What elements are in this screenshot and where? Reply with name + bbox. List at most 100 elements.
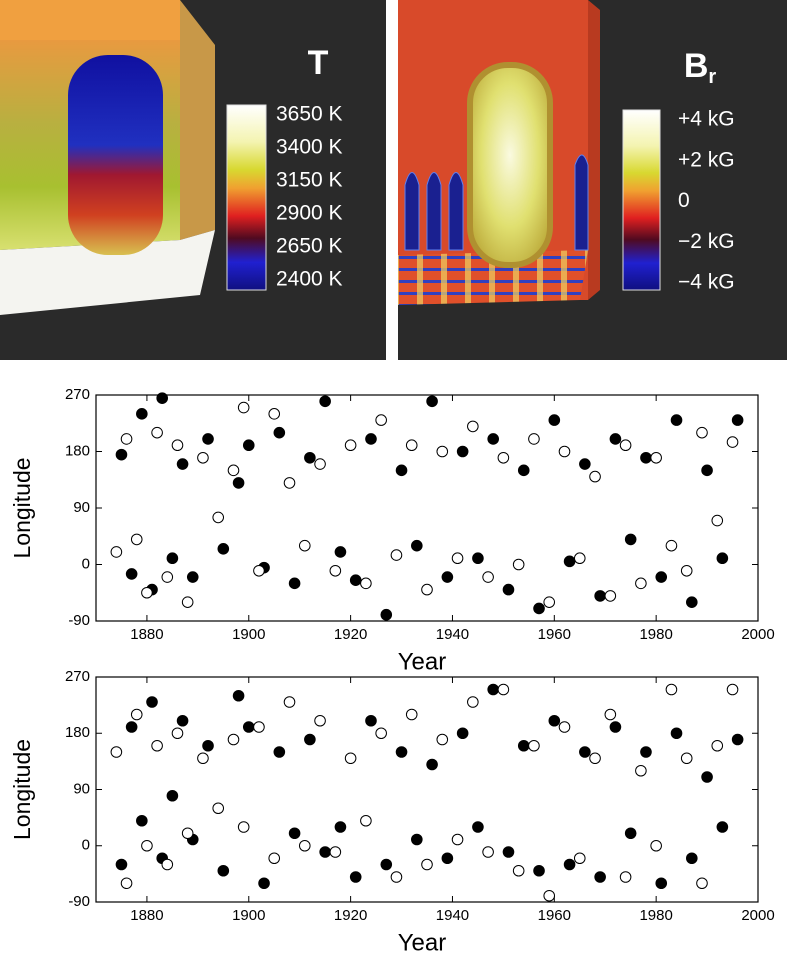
top-face xyxy=(0,0,180,40)
point xyxy=(655,877,668,890)
point xyxy=(136,408,148,420)
x-axis-label: Year xyxy=(398,929,447,956)
y-tick-label: 0 xyxy=(82,555,90,572)
panel-title: Br xyxy=(684,47,717,88)
point xyxy=(202,739,214,752)
point xyxy=(579,458,591,470)
point xyxy=(441,852,454,865)
floor xyxy=(0,230,215,315)
point xyxy=(421,858,433,871)
point xyxy=(512,864,525,877)
point xyxy=(217,864,230,877)
point xyxy=(242,439,255,452)
point xyxy=(558,721,571,733)
point xyxy=(283,696,296,708)
y-tick-label: 180 xyxy=(65,724,90,741)
point xyxy=(319,395,331,408)
x-tick-label: 2000 xyxy=(741,626,774,643)
point xyxy=(436,445,449,458)
x-tick-label: 1900 xyxy=(232,626,265,643)
point xyxy=(502,583,515,596)
point xyxy=(594,871,606,883)
point xyxy=(456,727,469,740)
point xyxy=(609,721,622,733)
point xyxy=(635,764,647,777)
point xyxy=(517,464,530,477)
point xyxy=(232,689,245,702)
point xyxy=(242,721,255,733)
colorbar-label: +4 kG xyxy=(678,108,735,131)
point xyxy=(395,746,408,758)
point xyxy=(304,451,316,464)
point xyxy=(186,571,199,583)
point xyxy=(141,839,153,852)
x-tick-label: 1920 xyxy=(334,907,367,924)
point xyxy=(696,877,708,890)
point xyxy=(528,433,540,445)
point xyxy=(253,564,265,577)
point xyxy=(589,470,601,483)
point xyxy=(411,539,423,552)
colorbar-label: 2900 K xyxy=(276,202,343,225)
point xyxy=(619,439,632,452)
point xyxy=(670,414,683,426)
point xyxy=(166,552,179,565)
point xyxy=(497,451,510,464)
point xyxy=(395,464,408,477)
point xyxy=(619,871,632,883)
point xyxy=(283,477,296,489)
colorbar-label: −2 kG xyxy=(678,230,735,253)
point xyxy=(512,558,525,571)
point xyxy=(670,727,683,740)
point xyxy=(426,758,438,771)
point xyxy=(166,789,179,802)
point xyxy=(726,436,739,448)
point xyxy=(349,574,362,586)
point xyxy=(558,445,571,458)
point xyxy=(390,871,403,883)
point xyxy=(110,546,123,558)
point xyxy=(298,539,311,552)
point xyxy=(731,414,744,426)
x-tick-label: 1980 xyxy=(639,907,672,924)
point xyxy=(156,392,168,404)
point xyxy=(726,683,739,696)
point xyxy=(344,752,357,765)
x-tick-label: 1980 xyxy=(639,626,672,643)
x-tick-label: 1880 xyxy=(130,907,163,924)
point xyxy=(650,451,662,464)
y-tick-label: -90 xyxy=(68,893,90,910)
x-tick-label: 1940 xyxy=(436,907,469,924)
y-tick-label: -90 xyxy=(68,612,90,629)
point xyxy=(594,590,606,602)
point xyxy=(548,714,561,727)
tube xyxy=(68,55,163,255)
x-tick-label: 1900 xyxy=(232,907,265,924)
point xyxy=(533,602,545,615)
point xyxy=(456,445,469,458)
point xyxy=(375,727,387,740)
point xyxy=(146,696,158,708)
x-axis-label: Year xyxy=(398,648,447,675)
point xyxy=(176,458,189,470)
point xyxy=(268,852,281,865)
point xyxy=(426,395,438,408)
panel-title: T xyxy=(308,44,329,82)
point xyxy=(349,871,362,883)
point xyxy=(563,555,576,568)
panel-title-sub: r xyxy=(708,66,716,88)
point xyxy=(197,451,209,464)
point xyxy=(110,746,123,758)
y-axis-label: Longitude xyxy=(9,739,35,840)
point xyxy=(288,827,301,840)
point xyxy=(472,821,484,833)
point xyxy=(543,596,556,608)
colorbar xyxy=(226,104,267,291)
point xyxy=(360,814,372,827)
point xyxy=(548,414,561,426)
point xyxy=(487,433,500,445)
point xyxy=(624,533,637,546)
point xyxy=(365,433,377,445)
point xyxy=(451,833,464,846)
point xyxy=(655,571,668,583)
